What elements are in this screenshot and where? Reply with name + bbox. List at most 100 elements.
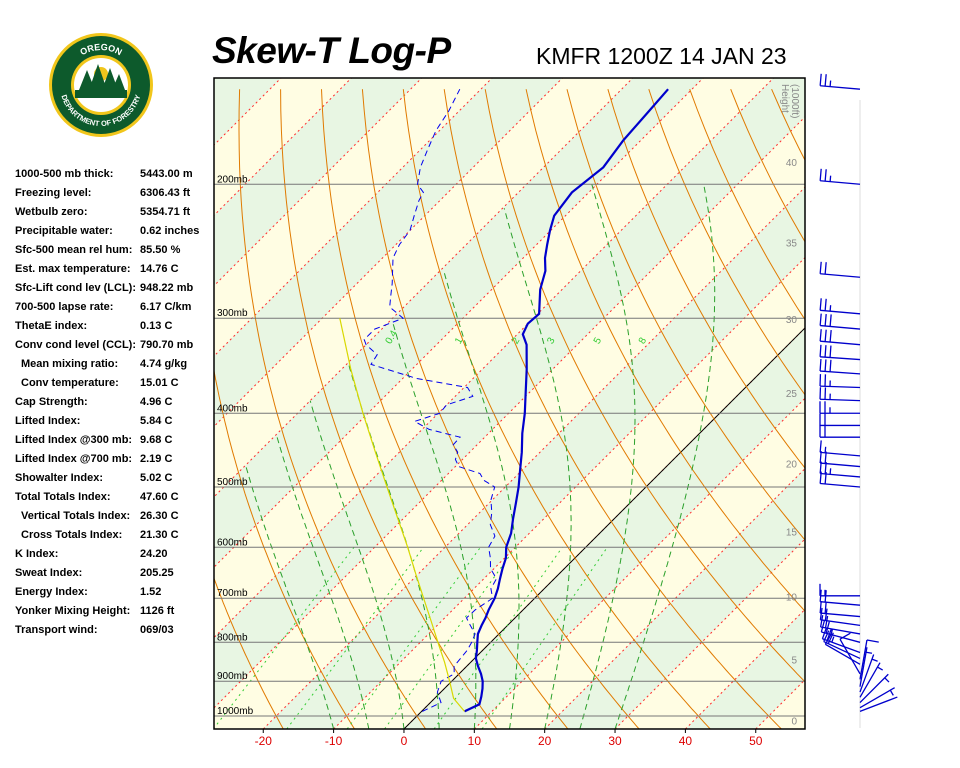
wind-barb [819,601,861,618]
wind-barb-flag [824,608,828,621]
wind-barb-flag [829,314,832,327]
mixing-ratio-label: 8 [637,335,650,346]
wind-barb [859,673,890,704]
wind-barb [859,654,878,693]
wind-barb [859,687,895,709]
wind-barb-half-flag [831,636,835,643]
wind-barb-flag [824,359,827,372]
index-value: 21.30 C [140,529,179,541]
height-tick-label: 40 [786,158,798,169]
index-label: Vertical Totals Index: [21,510,131,522]
wind-barb-staff [821,631,861,643]
wind-barb-flag [819,73,822,86]
index-value: 6.17 C/km [140,301,192,313]
wind-barb-half-flag [829,175,832,182]
index-row: Cross Totals Index: 21.30 C [15,529,215,548]
index-row: Lifted Index: 5.84 C [15,415,215,434]
wind-barb [819,73,861,90]
dry-adiabat-line [214,576,284,729]
pressure-label: 600mb [217,537,248,548]
wind-barb [819,589,861,606]
moist-adiabat-line [309,400,405,729]
x-tick-label: 50 [749,734,763,748]
index-value: 5.84 C [140,415,173,427]
wind-barb-flag [826,629,832,641]
index-label: Lifted Index: [15,415,81,427]
wind-barb-half-flag [829,468,832,475]
dry-adiabat-line [402,89,711,729]
wind-barb-staff [859,696,898,712]
x-tick-label: 20 [538,734,552,748]
index-label: Precipitable water: [15,225,113,237]
index-label: Transport wind: [15,624,98,636]
wind-barb [859,662,884,698]
wind-barb-staff [820,462,861,468]
index-value: 9.68 C [140,434,173,446]
index-label: Showalter Index: [15,472,104,484]
pressure-label: 1000mb [217,706,254,717]
mixing-ratio-line [214,546,355,729]
wind-barb-flag [829,359,832,372]
wind-barb-staff [825,643,861,665]
index-label: Freezing level: [15,187,92,199]
wind-barb [819,387,861,402]
wind-barb [819,359,861,375]
index-label: 1000-500 mb thick: [15,168,114,180]
wind-barb-flag [819,601,822,614]
index-value: 85.50 % [140,244,181,256]
index-value: 24.20 [140,548,168,560]
wind-barb [819,401,860,414]
wind-barb-flag [819,261,822,274]
wind-barb-flag [819,359,822,372]
index-value: 26.30 C [140,510,179,522]
wind-barb-staff [820,601,861,606]
index-label: Total Totals Index: [15,491,111,503]
index-row: Sfc-500 mean rel hum: 85.50 % [15,244,215,263]
wind-barb [859,639,879,680]
index-row: Cap Strength: 4.96 C [15,396,215,415]
height-tick-label: 20 [786,459,798,470]
index-value: 4.74 g/kg [140,358,188,370]
dry-adiabat-line [525,89,805,612]
mixing-ratio-label: 2 [510,335,523,346]
plot-area [214,78,805,729]
wind-barb-flag [824,615,829,628]
index-value: 6306.43 ft [140,187,191,199]
index-row: Mean mixing ratio: 4.74 g/kg [15,358,215,377]
index-label: Mean mixing ratio: [21,358,119,370]
moist-adiabat-line [392,323,477,729]
mixing-ratio-line [384,546,517,729]
index-row: ThetaE index: 0.13 C [15,320,215,339]
wind-barb-half-flag [829,305,832,312]
wind-barb-staff [820,472,861,478]
wind-barb [859,647,873,687]
height-tick-label: 15 [786,527,798,538]
wind-barb-staff [859,687,895,709]
mixing-ratio-label: 1 [453,335,466,346]
moist-adiabat-line [348,364,440,729]
wind-barb-flag [819,313,822,326]
x-tick-label: 40 [679,734,693,748]
x-tick-label: -20 [255,734,273,748]
wind-barb-half-flag [877,666,884,671]
wind-barb-flag [825,621,830,634]
wind-barb-flag [820,620,826,633]
index-label: Cross Totals Index: [21,529,123,541]
index-label: Sfc-500 mean rel hum: [15,244,133,256]
index-value: 0.13 C [140,320,173,332]
wind-barb [819,168,861,185]
index-value: 4.96 C [140,396,173,408]
wind-barb-flag [819,329,822,342]
index-value: 948.22 mb [140,282,194,294]
stability-indices-list: 1000-500 mb thick: 5443.00 m Freezing leve… [15,168,215,643]
index-label: Est. max temperature: [15,263,131,275]
pressure-label: 800mb [217,632,248,643]
height-tick-label: 35 [786,238,798,249]
pressure-label: 200mb [217,174,248,185]
wind-barb-flag [824,451,827,464]
dry-adiabat-line [648,89,805,396]
wind-barb [819,298,861,315]
index-value: 069/03 [140,624,174,636]
isotherm-line [214,78,774,639]
isotherm-band [214,78,805,708]
